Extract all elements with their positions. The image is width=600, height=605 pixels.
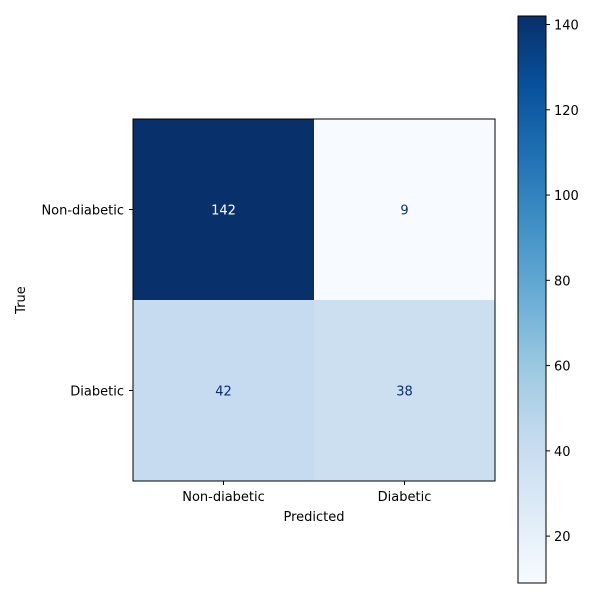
x-axis-ticks: Non-diabetic Diabetic xyxy=(182,481,431,505)
colorbar-tick-label-6: 140 xyxy=(554,19,579,34)
colorbar-ticks: 20 40 60 80 100 120 140 xyxy=(546,19,579,545)
colorbar-frame xyxy=(517,15,547,584)
heatmap-cell-r1-c0 xyxy=(133,300,314,481)
y-tick-label-0: Non-diabetic xyxy=(41,204,124,219)
y-axis-label: True xyxy=(14,286,29,315)
heatmap-cells xyxy=(133,119,495,481)
colorbar-gradient xyxy=(518,16,546,583)
colorbar-tick-label-3: 80 xyxy=(554,274,571,289)
heatmap-cell-r0-c1 xyxy=(314,119,495,300)
heatmap-cell-labels: 142 9 42 38 xyxy=(211,204,413,400)
y-tick-label-1: Diabetic xyxy=(70,385,124,400)
colorbar-tick-label-1: 40 xyxy=(554,445,571,460)
cell-value-label-r0-c0: 142 xyxy=(211,204,236,219)
heatmap-cell-r0-c0 xyxy=(133,119,314,300)
cell-value-label-r1-c1: 38 xyxy=(396,385,413,400)
colorbar-tick-label-0: 20 xyxy=(554,530,571,545)
colorbar-tick-label-4: 100 xyxy=(554,189,579,204)
heatmap-cell-r1-c1 xyxy=(314,300,495,481)
y-axis-ticks: Non-diabetic Diabetic xyxy=(41,204,133,400)
colorbar-tick-label-5: 120 xyxy=(554,104,579,119)
colorbar-tick-label-2: 60 xyxy=(554,360,571,375)
x-tick-label-0: Non-diabetic xyxy=(182,490,265,505)
cell-value-label-r0-c1: 9 xyxy=(400,204,408,219)
x-tick-label-1: Diabetic xyxy=(378,490,432,505)
plot-frame xyxy=(132,118,496,482)
x-axis-label: Predicted xyxy=(283,510,344,525)
cell-value-label-r1-c0: 42 xyxy=(215,385,232,400)
